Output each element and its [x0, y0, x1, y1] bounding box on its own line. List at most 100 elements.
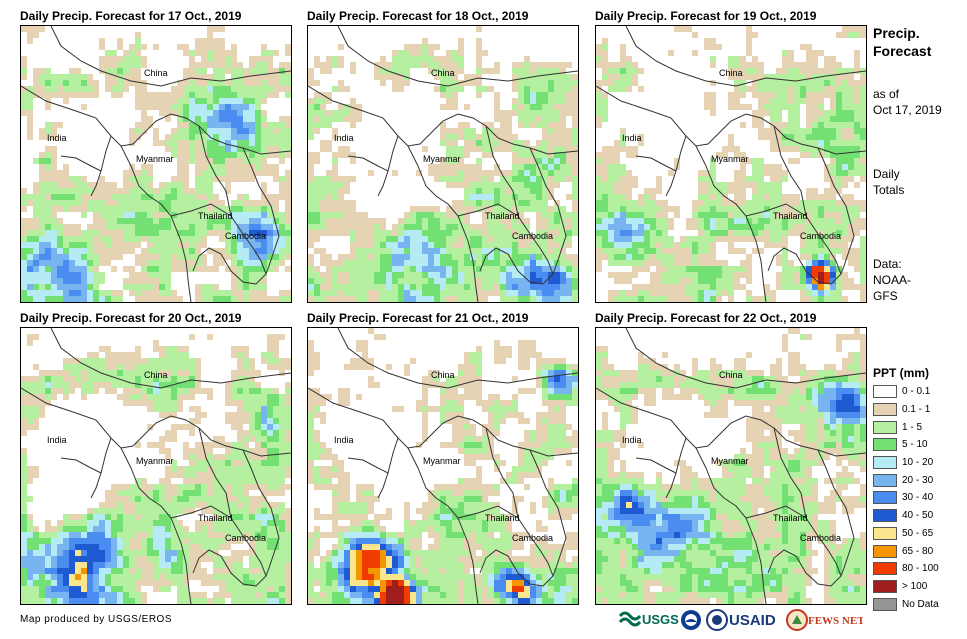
precip-legend: 0 - 0.1 0.1 - 1 1 - 5 5 - 10 10 - 20 20 - 30 3… [873, 383, 963, 613]
country-label-thailand: Thailand [773, 513, 808, 523]
country-label-cambodia: Cambodia [225, 231, 266, 241]
legend-label: 0 - 0.1 [902, 386, 931, 398]
country-label-china: China [719, 68, 743, 78]
country-label-india: India [47, 435, 67, 445]
legend-swatch [873, 420, 897, 434]
country-label-thailand: Thailand [198, 513, 233, 523]
precip-raster [596, 26, 866, 302]
country-borders [308, 26, 578, 302]
precip-raster [596, 328, 866, 604]
daily-label: Daily [873, 167, 900, 181]
legend-label: 40 - 50 [902, 510, 934, 522]
country-label-india: India [622, 133, 642, 143]
country-label-china: China [431, 370, 455, 380]
legend-item: 5 - 10 [873, 436, 963, 454]
legend-swatch [873, 456, 897, 470]
data-source-line-1: NOAA- [873, 273, 912, 287]
forecast-date: Oct 17, 2019 [873, 103, 942, 117]
panel-title: Daily Precip. Forecast for 18 Oct., 2019 [307, 9, 529, 23]
panel-title: Daily Precip. Forecast for 19 Oct., 2019 [595, 9, 817, 23]
precip-raster [21, 334, 291, 604]
legend-item: 0 - 0.1 [873, 383, 963, 401]
country-borders [596, 328, 866, 604]
precip-map-oct22: China India Myanmar Thailand Cambodia [595, 327, 867, 605]
country-label-myanmar: Myanmar [136, 154, 174, 164]
usgs-logo: USGS [618, 611, 679, 627]
totals-label: Totals [873, 183, 905, 197]
precip-map-svg: China India Myanmar Thailand Cambodia [21, 328, 291, 604]
country-label-cambodia: Cambodia [512, 533, 553, 543]
data-source-line-2: GFS [873, 289, 898, 303]
precip-map-svg: China India Myanmar Thailand Cambodia [308, 26, 578, 302]
legend-label: 30 - 40 [902, 492, 934, 504]
agency-logos: USGS USAID FEWS NET [618, 606, 865, 634]
precip-map-oct21: China India Myanmar Thailand Cambodia [307, 327, 579, 605]
legend-item: 20 - 30 [873, 471, 963, 489]
legend-swatch [873, 526, 897, 540]
country-label-myanmar: Myanmar [423, 456, 461, 466]
legend-label: No Data [902, 598, 939, 610]
panel-title: Daily Precip. Forecast for 21 Oct., 2019 [307, 311, 529, 325]
country-label-india: India [334, 133, 354, 143]
legend-item: 0.1 - 1 [873, 401, 963, 419]
precip-map-oct19: China India Myanmar Thailand Cambodia [595, 25, 867, 303]
noaa-logo [681, 610, 701, 630]
as-of-label: as of [873, 87, 900, 101]
legend-swatch [873, 438, 897, 452]
precip-map-oct18: China India Myanmar Thailand Cambodia [307, 25, 579, 303]
country-borders [308, 328, 578, 604]
country-label-cambodia: Cambodia [800, 533, 841, 543]
country-borders [596, 26, 866, 302]
legend-item: 40 - 50 [873, 507, 963, 525]
country-label-india: India [47, 133, 67, 143]
country-borders [21, 26, 291, 302]
legend-swatch [873, 491, 897, 505]
legend-item: 50 - 65 [873, 525, 963, 543]
country-label-thailand: Thailand [198, 211, 233, 221]
country-label-cambodia: Cambodia [225, 533, 266, 543]
precip-map-svg: China India Myanmar Thailand Cambodia [21, 26, 291, 302]
legend-swatch [873, 597, 897, 611]
country-label-thailand: Thailand [485, 513, 520, 523]
legend-label: 80 - 100 [902, 563, 939, 575]
precip-map-oct17: China India Myanmar Thailand Cambodia [20, 25, 292, 303]
legend-swatch [873, 473, 897, 487]
legend-swatch [873, 385, 897, 399]
legend-title: PPT (mm) [873, 366, 930, 380]
precip-raster [308, 26, 578, 302]
legend-item: > 100 [873, 578, 963, 596]
agency-logo-strip: USGS USAID FEWS NET [618, 609, 865, 631]
legend-item: No Data [873, 595, 963, 613]
precip-map-svg: China India Myanmar Thailand Cambodia [596, 26, 866, 302]
precip-map-svg: China India Myanmar Thailand Cambodia [308, 328, 578, 604]
precip-raster [308, 328, 578, 604]
usaid-logo-text: USAID [729, 612, 776, 629]
legend-label: 50 - 65 [902, 527, 934, 539]
panel-title: Daily Precip. Forecast for 22 Oct., 2019 [595, 311, 817, 325]
fews-net-logo-text: FEWS NET [808, 615, 863, 627]
precip-map-svg: China India Myanmar Thailand Cambodia [596, 328, 866, 604]
country-label-myanmar: Myanmar [423, 154, 461, 164]
legend-swatch [873, 509, 897, 523]
legend-swatch [873, 579, 897, 593]
legend-label: 5 - 10 [902, 439, 928, 451]
legend-swatch [873, 562, 897, 576]
country-label-myanmar: Myanmar [711, 456, 749, 466]
legend-item: 65 - 80 [873, 542, 963, 560]
country-label-india: India [334, 435, 354, 445]
country-label-china: China [719, 370, 743, 380]
legend-item: 1 - 5 [873, 418, 963, 436]
country-label-china: China [144, 370, 168, 380]
legend-item: 30 - 40 [873, 489, 963, 507]
legend-label: 10 - 20 [902, 457, 934, 469]
map-credit: Map produced by USGS/EROS [20, 614, 173, 625]
legend-label: 65 - 80 [902, 545, 934, 557]
legend-item: 80 - 100 [873, 560, 963, 578]
precip-map-oct20: China India Myanmar Thailand Cambodia [20, 327, 292, 605]
country-label-thailand: Thailand [485, 211, 520, 221]
panel-title: Daily Precip. Forecast for 20 Oct., 2019 [20, 311, 242, 325]
legend-item: 10 - 20 [873, 454, 963, 472]
legend-swatch [873, 403, 897, 417]
country-label-myanmar: Myanmar [711, 154, 749, 164]
panel-title: Daily Precip. Forecast for 17 Oct., 2019 [20, 9, 242, 23]
